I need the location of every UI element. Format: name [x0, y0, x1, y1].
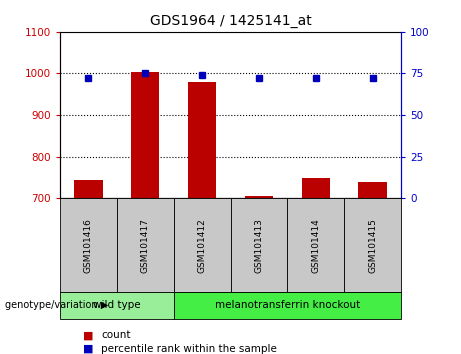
Title: GDS1964 / 1425141_at: GDS1964 / 1425141_at	[150, 14, 311, 28]
Bar	[174, 198, 230, 292]
Text: GSM101415: GSM101415	[368, 218, 377, 273]
Bar	[60, 198, 117, 292]
Text: percentile rank within the sample: percentile rank within the sample	[101, 344, 278, 354]
Bar	[245, 196, 273, 198]
Bar	[230, 198, 287, 292]
Bar	[131, 72, 160, 198]
Text: ■: ■	[83, 330, 94, 340]
Bar	[358, 182, 387, 198]
Text: GSM101412: GSM101412	[198, 218, 207, 273]
Bar	[301, 178, 330, 198]
Bar	[344, 198, 401, 292]
Bar	[174, 292, 401, 319]
Text: GSM101416: GSM101416	[84, 218, 93, 273]
Text: melanotransferrin knockout: melanotransferrin knockout	[215, 300, 360, 310]
Text: count: count	[101, 330, 131, 340]
Bar	[74, 179, 102, 198]
Text: GSM101413: GSM101413	[254, 218, 263, 273]
Bar	[287, 198, 344, 292]
Text: wild type: wild type	[93, 300, 141, 310]
Bar	[60, 292, 174, 319]
Bar	[188, 82, 216, 198]
Text: ■: ■	[83, 344, 94, 354]
Bar	[117, 198, 174, 292]
Text: GSM101414: GSM101414	[311, 218, 320, 273]
Text: GSM101417: GSM101417	[141, 218, 150, 273]
Text: genotype/variation ▶: genotype/variation ▶	[5, 300, 108, 310]
